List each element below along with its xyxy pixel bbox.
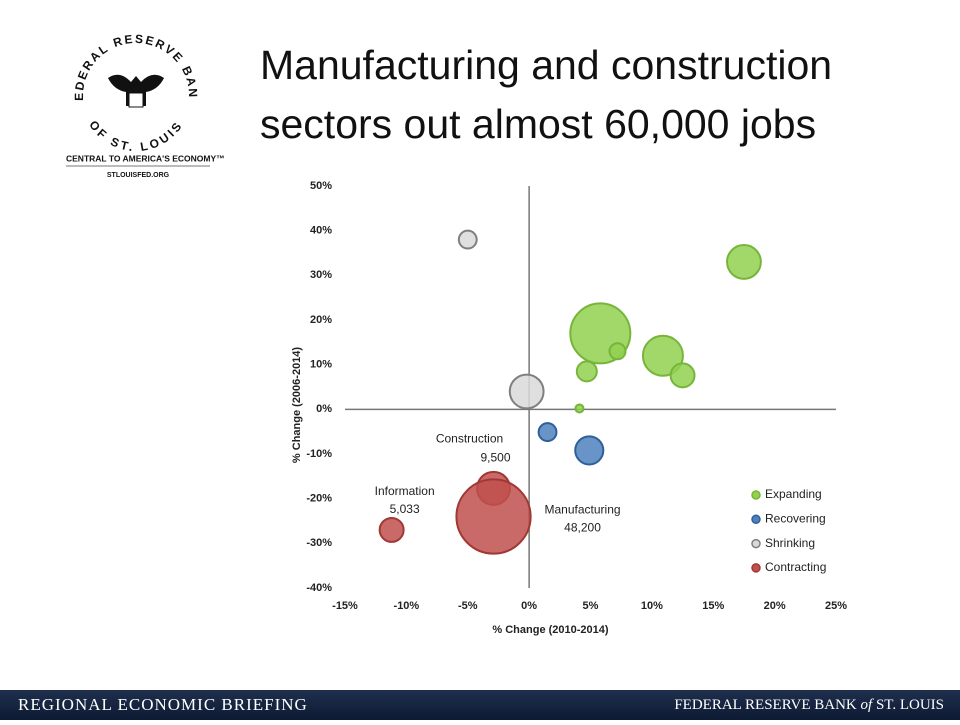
footer-right: FEDERAL RESERVE BANK of ST. LOUIS (674, 697, 944, 713)
legend-marker (751, 538, 761, 549)
x-tick-label: 15% (702, 600, 724, 612)
bubble (575, 360, 598, 383)
y-tick-label: 20% (310, 314, 332, 326)
bubble (669, 362, 696, 389)
bubble (608, 342, 627, 361)
bubble (574, 403, 585, 414)
value-label: 48,200 (564, 521, 601, 535)
y-tick-label: 40% (310, 225, 332, 237)
logo-shield (128, 92, 144, 108)
y-axis-title: % Change (2006-2014) (291, 347, 303, 463)
x-tick-label: 20% (764, 600, 786, 612)
x-tick-label: 10% (641, 600, 663, 612)
footer-left: REGIONAL ECONOMIC BRIEFING (18, 695, 308, 714)
bubble (457, 229, 478, 250)
title-line: sectors out almost 60,000 jobs (260, 101, 816, 147)
bubble (726, 244, 762, 280)
title-line: Manufacturing and construction (260, 42, 832, 88)
value-label: 9,500 (481, 451, 511, 465)
bubble (537, 422, 558, 443)
logo: FEDERAL RESERVE BANK OF ST. LOUIS CENTRA… (0, 0, 225, 179)
footer-bar (0, 690, 960, 720)
y-tick-label: -20% (306, 493, 332, 505)
x-tick-label: 0% (521, 600, 537, 612)
x-tick-label: 5% (583, 600, 599, 612)
footer-part: FEDERAL RESERVE BANK (674, 697, 857, 713)
logo-ring-top-text: FEDERAL RESERVE BANK (0, 0, 197, 101)
x-tick-label: -15% (332, 600, 358, 612)
legend-marker (751, 563, 761, 573)
value-label: 5,033 (390, 502, 420, 516)
logo-ring-top: FEDERAL RESERVE BANK (0, 0, 200, 101)
point-label: Manufacturing (545, 503, 621, 517)
legend-label: Shrinking (765, 536, 815, 550)
logo-tagline: CENTRAL TO AMERICA'S ECONOMY™ (66, 153, 225, 163)
legend-marker (751, 514, 761, 525)
point-label: Construction (436, 432, 503, 446)
y-tick-label: -30% (306, 537, 332, 549)
bubble (641, 334, 684, 377)
y-tick-label: 10% (310, 359, 332, 371)
legend-marker (751, 490, 761, 500)
legend-label: Contracting (765, 560, 826, 574)
plot: 50% 40% 30% 20% 10% 0% -10% -20% -30% -40%-15% -10… (291, 180, 847, 636)
logo-ring-bottom-text: OF ST. LOUIS (86, 118, 183, 154)
y-tick-label: 0% (316, 403, 332, 415)
x-tick-label: -5% (458, 600, 478, 612)
bubble (508, 373, 545, 410)
x-tick-label: -10% (394, 600, 420, 612)
legend-label: Expanding (765, 487, 822, 501)
bubble (378, 516, 405, 543)
y-tick-label: 50% (310, 180, 332, 192)
logo-ring-bottom: OF ST. LOUIS (86, 118, 186, 154)
logo-eagle (108, 74, 164, 106)
footer-part: ST. LOUIS (876, 697, 944, 713)
x-tick-label: 25% (825, 600, 847, 612)
y-tick-label: -10% (306, 448, 332, 460)
footer-part: of (861, 697, 875, 713)
y-tick-label: -40% (306, 582, 332, 594)
point-label: Information (375, 484, 435, 498)
bubble (455, 478, 532, 555)
legend-label: Recovering (765, 511, 826, 525)
x-axis-title: % Change (2010-2014) (492, 624, 608, 636)
logo-website: STLOUISFED.ORG (107, 172, 170, 179)
y-tick-label: 30% (310, 269, 332, 281)
bubble (574, 435, 605, 466)
